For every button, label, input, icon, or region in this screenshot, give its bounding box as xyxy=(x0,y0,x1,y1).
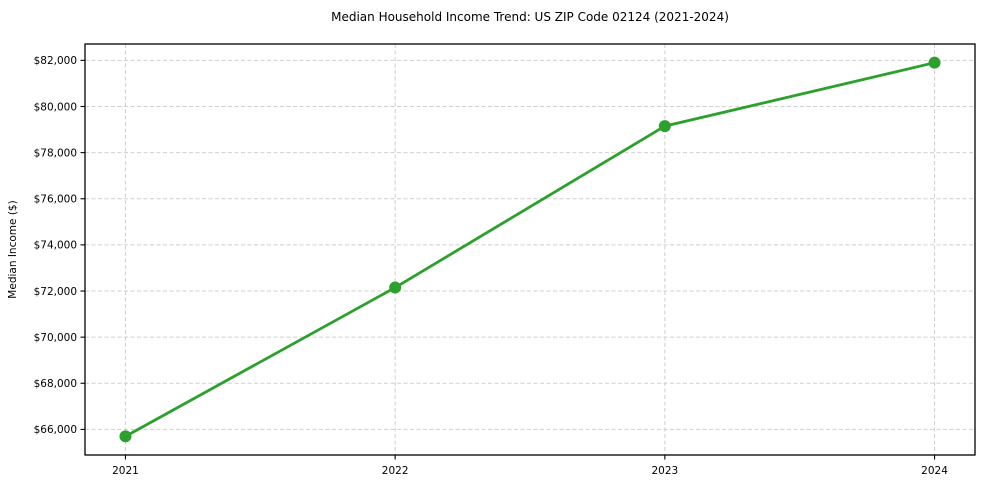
chart-title: Median Household Income Trend: US ZIP Co… xyxy=(331,10,729,24)
y-tick-label: $70,000 xyxy=(34,332,77,344)
income-trend-line xyxy=(124,61,936,438)
y-tick-label: $78,000 xyxy=(34,147,77,159)
x-tick-label: 2022 xyxy=(382,465,409,477)
y-tick-label: $82,000 xyxy=(34,55,77,67)
data-point-marker xyxy=(119,430,132,443)
plot-border xyxy=(84,43,976,456)
data-point-marker xyxy=(928,56,941,69)
data-point-marker xyxy=(658,120,671,133)
y-tick-label: $72,000 xyxy=(34,286,77,298)
data-point-marker xyxy=(389,281,402,294)
x-tick-label: 2023 xyxy=(651,465,678,477)
x-tick-label: 2021 xyxy=(112,465,139,477)
y-axis-label: Median Income ($) xyxy=(7,200,19,298)
y-tick-label: $74,000 xyxy=(34,240,77,252)
x-tick-label: 2024 xyxy=(921,465,948,477)
y-tick-label: $76,000 xyxy=(34,194,77,206)
y-tick-label: $66,000 xyxy=(34,424,77,436)
y-tick-label: $80,000 xyxy=(34,101,77,113)
y-tick-label: $68,000 xyxy=(34,378,77,390)
